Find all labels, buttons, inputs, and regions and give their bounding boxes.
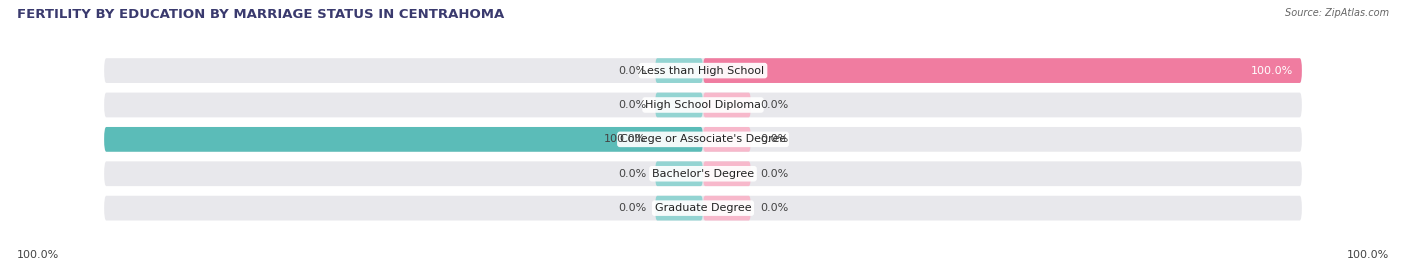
Text: 100.0%: 100.0% (1250, 66, 1294, 76)
FancyBboxPatch shape (703, 196, 751, 221)
FancyBboxPatch shape (655, 161, 703, 186)
Text: 100.0%: 100.0% (1347, 250, 1389, 260)
Text: Source: ZipAtlas.com: Source: ZipAtlas.com (1285, 8, 1389, 18)
Text: Graduate Degree: Graduate Degree (655, 203, 751, 213)
Text: High School Diploma: High School Diploma (645, 100, 761, 110)
FancyBboxPatch shape (703, 127, 751, 152)
Text: 0.0%: 0.0% (759, 100, 789, 110)
Text: 0.0%: 0.0% (617, 100, 647, 110)
FancyBboxPatch shape (104, 161, 1302, 186)
Text: 0.0%: 0.0% (617, 169, 647, 179)
FancyBboxPatch shape (104, 93, 1302, 117)
Text: College or Associate's Degree: College or Associate's Degree (620, 134, 786, 144)
Text: Less than High School: Less than High School (641, 66, 765, 76)
Text: FERTILITY BY EDUCATION BY MARRIAGE STATUS IN CENTRAHOMA: FERTILITY BY EDUCATION BY MARRIAGE STATU… (17, 8, 505, 21)
FancyBboxPatch shape (104, 127, 703, 152)
Text: 0.0%: 0.0% (759, 203, 789, 213)
Text: 100.0%: 100.0% (17, 250, 59, 260)
Text: 100.0%: 100.0% (603, 134, 647, 144)
FancyBboxPatch shape (703, 93, 751, 117)
Text: 0.0%: 0.0% (617, 66, 647, 76)
FancyBboxPatch shape (104, 127, 1302, 152)
Text: 0.0%: 0.0% (617, 203, 647, 213)
FancyBboxPatch shape (655, 93, 703, 117)
FancyBboxPatch shape (703, 58, 1302, 83)
FancyBboxPatch shape (703, 161, 751, 186)
Text: 0.0%: 0.0% (759, 134, 789, 144)
FancyBboxPatch shape (655, 196, 703, 221)
FancyBboxPatch shape (104, 196, 1302, 221)
Text: Bachelor's Degree: Bachelor's Degree (652, 169, 754, 179)
Text: 0.0%: 0.0% (759, 169, 789, 179)
FancyBboxPatch shape (655, 58, 703, 83)
FancyBboxPatch shape (104, 58, 1302, 83)
